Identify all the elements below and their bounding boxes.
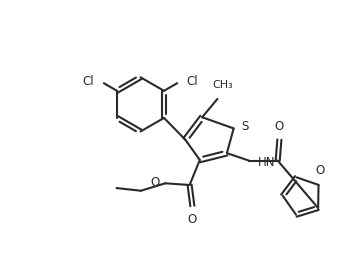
Text: S: S — [241, 120, 249, 133]
Text: O: O — [316, 164, 325, 178]
Text: O: O — [275, 120, 284, 133]
Text: Cl: Cl — [83, 75, 94, 88]
Text: HN: HN — [258, 156, 275, 169]
Text: CH₃: CH₃ — [212, 80, 233, 90]
Text: O: O — [188, 213, 197, 226]
Text: Cl: Cl — [187, 75, 198, 88]
Text: O: O — [150, 176, 159, 189]
